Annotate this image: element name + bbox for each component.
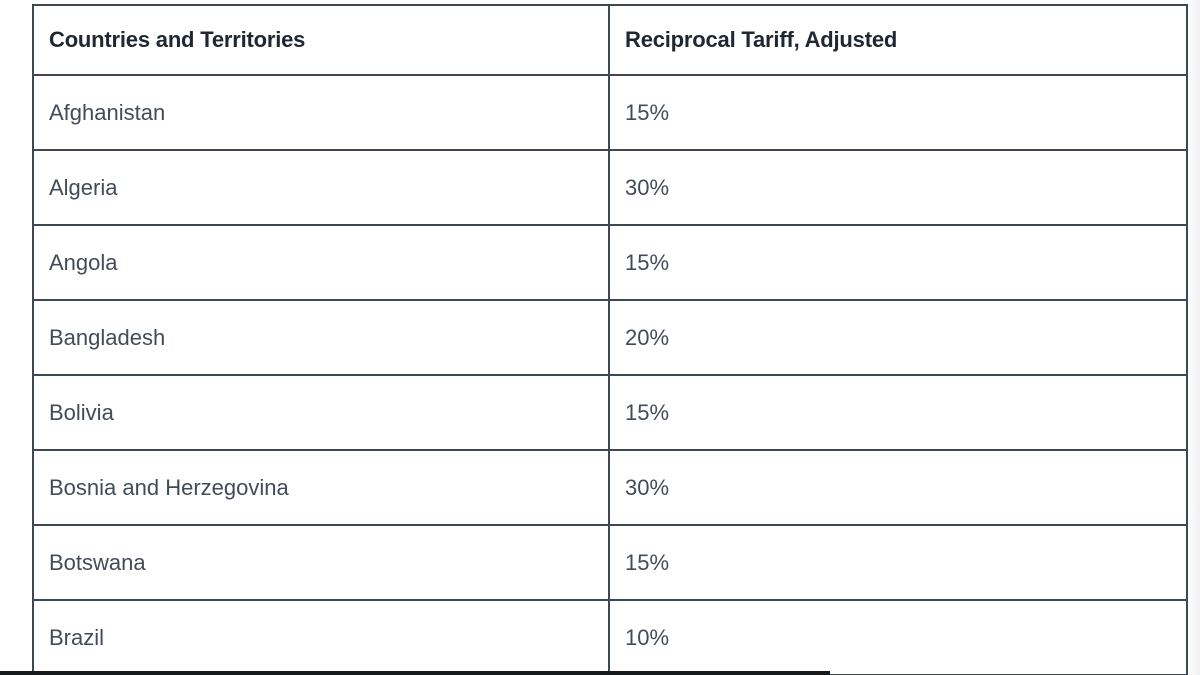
header-row: Countries and Territories Reciprocal Tar… xyxy=(32,4,1188,76)
tariff-cell: 10% xyxy=(608,599,1188,675)
table-row: Algeria 30% xyxy=(32,149,1188,226)
country-cell: Bosnia and Herzegovina xyxy=(32,449,610,526)
tariff-cell: 20% xyxy=(608,299,1188,376)
country-cell: Angola xyxy=(32,224,610,301)
table-row: Angola 15% xyxy=(32,224,1188,301)
table-row: Afghanistan 15% xyxy=(32,74,1188,151)
tariff-cell: 15% xyxy=(608,224,1188,301)
table-body: Afghanistan 15% Algeria 30% Angola 15% Banglad… xyxy=(32,74,1188,675)
tariff-table: Countries and Territories Reciprocal Tar… xyxy=(32,4,1188,675)
bottom-edge-bar xyxy=(0,671,830,675)
col-header-tariff: Reciprocal Tariff, Adjusted xyxy=(608,4,1188,76)
tariff-cell: 15% xyxy=(608,524,1188,601)
tariff-cell: 15% xyxy=(608,374,1188,451)
table-row: Botswana 15% xyxy=(32,524,1188,601)
page-right-gutter xyxy=(1186,0,1200,675)
tariff-cell: 30% xyxy=(608,449,1188,526)
tariff-cell: 15% xyxy=(608,74,1188,151)
table-row: Bangladesh 20% xyxy=(32,299,1188,376)
country-cell: Botswana xyxy=(32,524,610,601)
table-row: Bolivia 15% xyxy=(32,374,1188,451)
table-row: Bosnia and Herzegovina 30% xyxy=(32,449,1188,526)
country-cell: Brazil xyxy=(32,599,610,675)
country-cell: Afghanistan xyxy=(32,74,610,151)
country-cell: Bolivia xyxy=(32,374,610,451)
table-row: Brazil 10% xyxy=(32,599,1188,675)
tariff-cell: 30% xyxy=(608,149,1188,226)
country-cell: Algeria xyxy=(32,149,610,226)
country-cell: Bangladesh xyxy=(32,299,610,376)
col-header-countries: Countries and Territories xyxy=(32,4,610,76)
